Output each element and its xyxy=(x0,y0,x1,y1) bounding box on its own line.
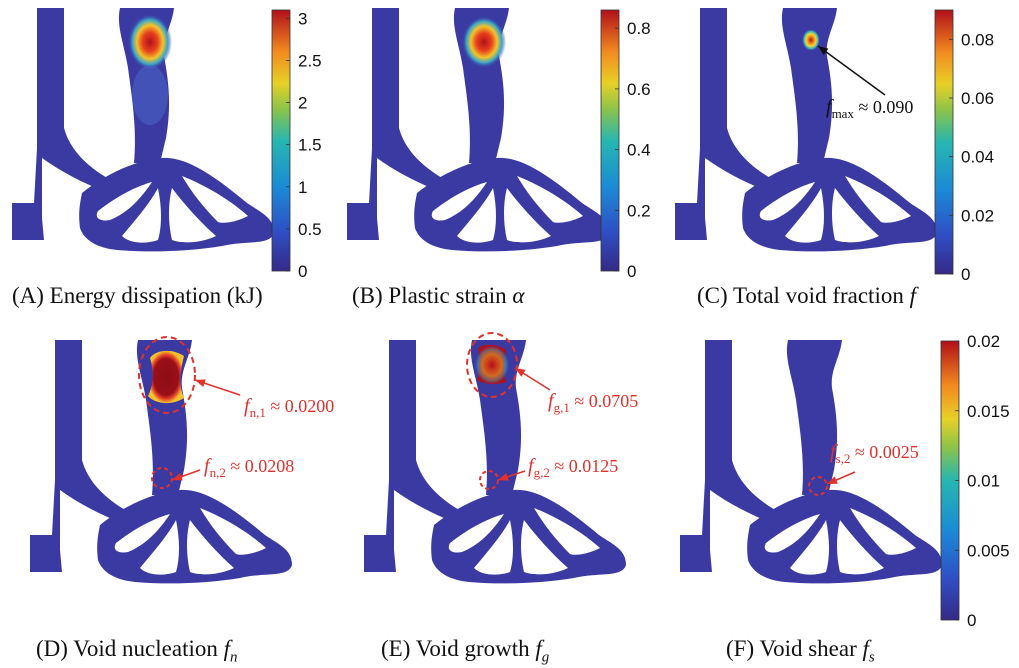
marker-d-neck xyxy=(138,336,196,414)
colorbar-tick-label: 3 xyxy=(298,9,307,28)
marker-e-neck xyxy=(466,332,518,398)
arrow-d-n1 xyxy=(194,379,241,396)
annotation-e-g2: fg,2 ≈ 0.0125 xyxy=(528,455,618,480)
hotspot-b-neck xyxy=(462,16,506,68)
caption-panel-f: (F) Void shear fs xyxy=(726,636,875,666)
arrow-c-fmax xyxy=(817,45,886,96)
caption-panel-b: (B) Plastic strain α xyxy=(352,283,525,308)
colorbar-tick-label: 2.5 xyxy=(298,52,322,71)
colorbar-tick-label: 0.005 xyxy=(967,541,1010,560)
annotation-f-s2: fs,2 ≈ 0.0025 xyxy=(830,441,919,466)
colorbar-panel-f: 0.02 0.015 0.01 0.005 0 xyxy=(940,332,1010,630)
colorbar-tick-label: 1 xyxy=(298,178,307,197)
hotspot-a-neck xyxy=(128,14,172,70)
colorbar-tick-label: 0 xyxy=(627,262,636,281)
colorbar-panel-b: 0.8 0.6 0.4 0.2 0 xyxy=(600,9,651,281)
caption-panel-a: (A) Energy dissipation (kJ) xyxy=(12,283,263,308)
colorbar-tick-label: 0 xyxy=(298,262,307,281)
colorbar-tick-label: 0.04 xyxy=(961,148,994,167)
marker-d-junction xyxy=(151,467,173,489)
caption-panel-e: (E) Void growth fg xyxy=(381,636,550,666)
colorbar-tick-label: 0 xyxy=(961,265,970,284)
arrow-d-n2 xyxy=(171,469,201,481)
annotation-d-n1: fn,1 ≈ 0.0200 xyxy=(244,395,334,420)
colorbar-tick-label: 0.08 xyxy=(961,30,994,49)
hotspot-c-neck xyxy=(802,29,820,51)
colorbar-tick-label: 0.6 xyxy=(627,80,651,99)
colorbar-tick-label: 0.015 xyxy=(967,402,1010,421)
colorbar-panel-a: 3 2.5 2 1.5 1 0.5 0 xyxy=(271,9,322,281)
colorbar-tick-label: 0.01 xyxy=(967,472,1000,491)
gradient-a-neck xyxy=(132,65,168,125)
colorbar-tick-label: 0.5 xyxy=(298,220,322,239)
colorbar-tick-label: 1.5 xyxy=(298,136,322,155)
caption-panel-c: (C) Total void fraction f xyxy=(697,283,916,308)
colorbar-tick-label: 0.8 xyxy=(627,19,651,38)
arrow-e-g1 xyxy=(514,367,551,391)
colorbar-tick-label: 0.02 xyxy=(961,206,994,225)
colorbar-tick-label: 0.2 xyxy=(627,201,651,220)
arrow-f-s2 xyxy=(826,471,856,485)
marker-f-junction xyxy=(808,476,828,496)
colorbar-tick-label: 0.06 xyxy=(961,89,994,108)
colorbar-tick-label: 0.4 xyxy=(627,141,651,160)
colorbar-tick-label: 0.02 xyxy=(967,332,1000,351)
hotspot-d-neck xyxy=(148,350,184,404)
colorbar-tick-label: 2 xyxy=(298,94,307,113)
annotation-c-fmax: fmax ≈ 0.090 xyxy=(826,96,913,121)
colorbar-panel-c: 0.08 0.06 0.04 0.02 0 xyxy=(934,9,994,284)
colorbar-tick-label: 0 xyxy=(967,611,976,630)
hotspot-e-glow xyxy=(474,345,510,385)
annotation-e-g1: fg,1 ≈ 0.0705 xyxy=(548,390,638,415)
caption-panel-d: (D) Void nucleation fn xyxy=(36,636,238,666)
arrow-e-g2 xyxy=(497,470,526,481)
annotation-d-n2: fn,2 ≈ 0.0208 xyxy=(204,455,294,480)
